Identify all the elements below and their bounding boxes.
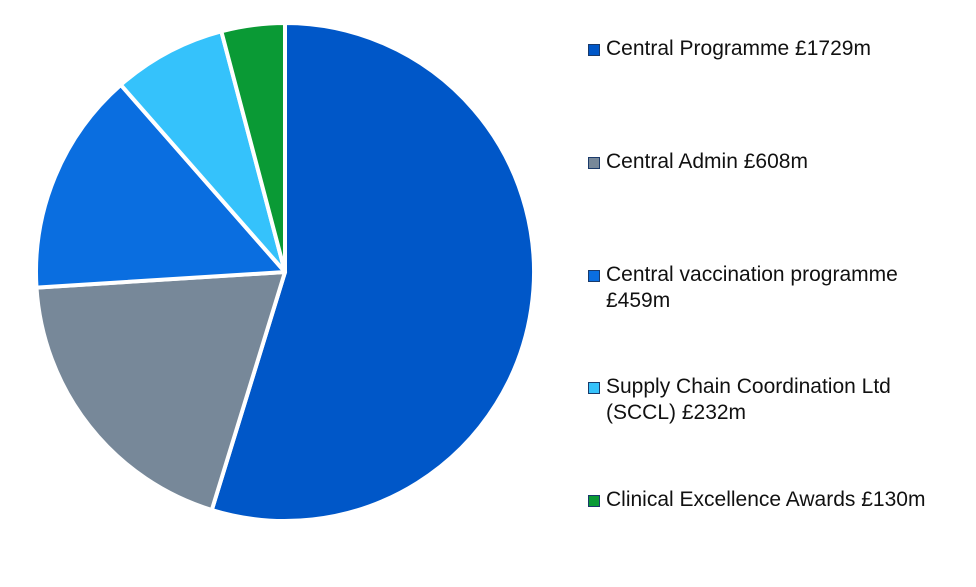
pie-slice-sccl <box>118 29 287 274</box>
legend-swatch <box>588 157 600 169</box>
legend-item-central-admin: Central Admin £608m <box>588 149 948 175</box>
legend-swatch <box>588 270 600 282</box>
legend-item-clinical-excellence: Clinical Excellence Awards £130m <box>588 487 948 513</box>
legend-label: Central Admin £608m <box>606 150 808 173</box>
legend-item-central-programme: Central Programme £1729m <box>588 36 948 62</box>
pie-slice-central-programme <box>209 21 537 523</box>
legend-label: Central vaccination programme £459m <box>606 263 898 312</box>
legend-label: Clinical Excellence Awards £130m <box>606 488 926 511</box>
legend-label: Central Programme £1729m <box>606 37 871 60</box>
legend-label: Supply Chain Coordination Ltd (SCCL) £23… <box>606 375 891 424</box>
pie-slice-central-admin <box>34 270 287 512</box>
legend-swatch <box>588 495 600 507</box>
pie-chart <box>34 21 537 523</box>
legend: Central Programme £1729m Central Admin £… <box>588 0 968 587</box>
legend-swatch <box>588 44 600 56</box>
legend-item-sccl: Supply Chain Coordination Ltd (SCCL) £23… <box>588 374 948 426</box>
pie-slice-central-vaccination <box>34 82 287 290</box>
legend-swatch <box>588 382 600 394</box>
legend-item-central-vaccination: Central vaccination programme £459m <box>588 262 948 314</box>
pie-slice-clinical-excellence <box>219 21 287 274</box>
